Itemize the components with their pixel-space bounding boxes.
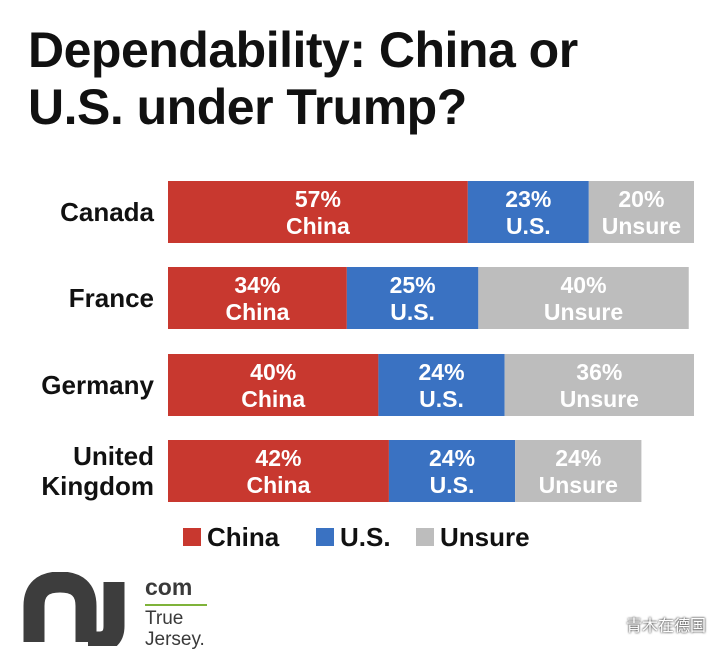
category-label: Canada xyxy=(60,197,154,227)
data-label-series: U.S. xyxy=(390,299,435,325)
bar-segment xyxy=(378,354,505,416)
data-label-series: Unsure xyxy=(544,299,623,325)
logo-divider xyxy=(145,604,207,606)
chart-title: Dependability: China or U.S. under Trump… xyxy=(28,22,708,136)
data-label-value: 24% xyxy=(555,445,601,471)
data-label-value: 57% xyxy=(295,186,341,212)
title-line-2: U.S. under Trump? xyxy=(28,79,467,135)
data-label-value: 40% xyxy=(561,272,607,298)
legend-swatch xyxy=(416,528,434,546)
data-label-series: China xyxy=(247,472,311,498)
category-label: Germany xyxy=(41,370,154,400)
nj-com-logo: com True Jersey. xyxy=(22,571,242,651)
bar-segment xyxy=(168,267,347,329)
category-label-line: Kingdom xyxy=(41,471,154,501)
logo-com-text: com xyxy=(145,574,193,600)
data-label-series: China xyxy=(225,299,289,325)
data-label-series: Unsure xyxy=(560,386,639,412)
bar-segment xyxy=(588,181,694,243)
logo-tagline-line-1: True xyxy=(145,608,184,629)
watermark-text: 青木在德国 xyxy=(625,616,706,635)
category-label: France xyxy=(69,283,154,313)
legend-swatch xyxy=(183,528,201,546)
bar-segment xyxy=(467,181,589,243)
data-label-value: 25% xyxy=(390,272,436,298)
data-label-value: 40% xyxy=(250,359,296,385)
bar-segment xyxy=(515,440,642,502)
bar-segment xyxy=(168,440,389,502)
data-label-series: U.S. xyxy=(506,213,551,239)
logo-tagline-line-2: Jersey. xyxy=(145,629,205,650)
data-label-value: 24% xyxy=(429,445,475,471)
legend-label: China xyxy=(207,522,280,552)
data-label-series: U.S. xyxy=(419,386,464,412)
nj-logo-mark xyxy=(23,571,125,651)
data-label-value: 42% xyxy=(255,445,301,471)
data-label-value: 24% xyxy=(418,359,464,385)
bar-segment xyxy=(346,267,479,329)
data-label-series: Unsure xyxy=(602,213,681,239)
bar-segment xyxy=(168,354,379,416)
category-label-line: United xyxy=(73,441,154,471)
data-label-value: 23% xyxy=(505,186,551,212)
title-line-1: Dependability: China or xyxy=(28,22,578,78)
legend-swatch xyxy=(316,528,334,546)
logo-tagline: True Jersey. xyxy=(145,608,205,650)
data-label-series: China xyxy=(241,386,305,412)
category-label-line: France xyxy=(69,283,154,313)
category-label-line: Canada xyxy=(60,197,154,227)
bar-segment xyxy=(478,267,689,329)
bar-segment xyxy=(168,181,468,243)
legend-label: U.S. xyxy=(340,522,391,552)
data-label-value: 36% xyxy=(576,359,622,385)
data-label-series: China xyxy=(286,213,350,239)
data-label-value: 20% xyxy=(618,186,664,212)
category-label: United Kingdom xyxy=(41,441,154,501)
data-label-series: U.S. xyxy=(430,472,475,498)
bar-segment xyxy=(388,440,516,502)
legend-label: Unsure xyxy=(440,522,530,552)
data-label-value: 34% xyxy=(234,272,280,298)
data-label-series: Unsure xyxy=(539,472,618,498)
bar-segment xyxy=(504,354,694,416)
category-label-line: Germany xyxy=(41,370,154,400)
